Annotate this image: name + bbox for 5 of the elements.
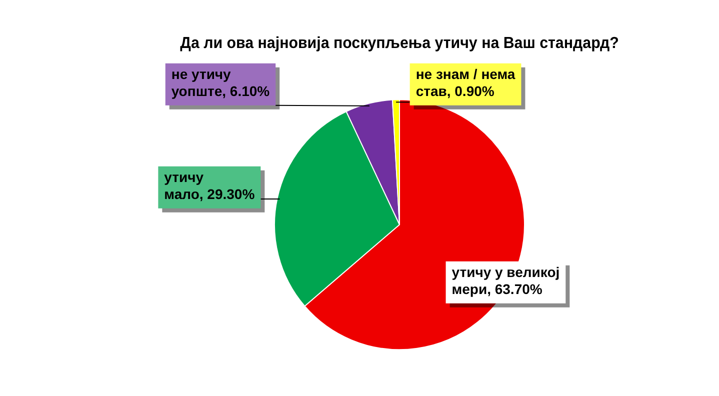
chart-title: Да ли ова најновија поскупљења утичу на Ваш стандард?: [180, 34, 619, 52]
slice-label: не знам / нема став, 0.90%: [416, 66, 516, 100]
slice-label: не утичу уопште, 6.10%: [171, 66, 270, 100]
slice-label: утичу мало, 29.30%: [164, 169, 256, 202]
slice-label: утичу у великој мери, 63.70%: [452, 264, 560, 298]
